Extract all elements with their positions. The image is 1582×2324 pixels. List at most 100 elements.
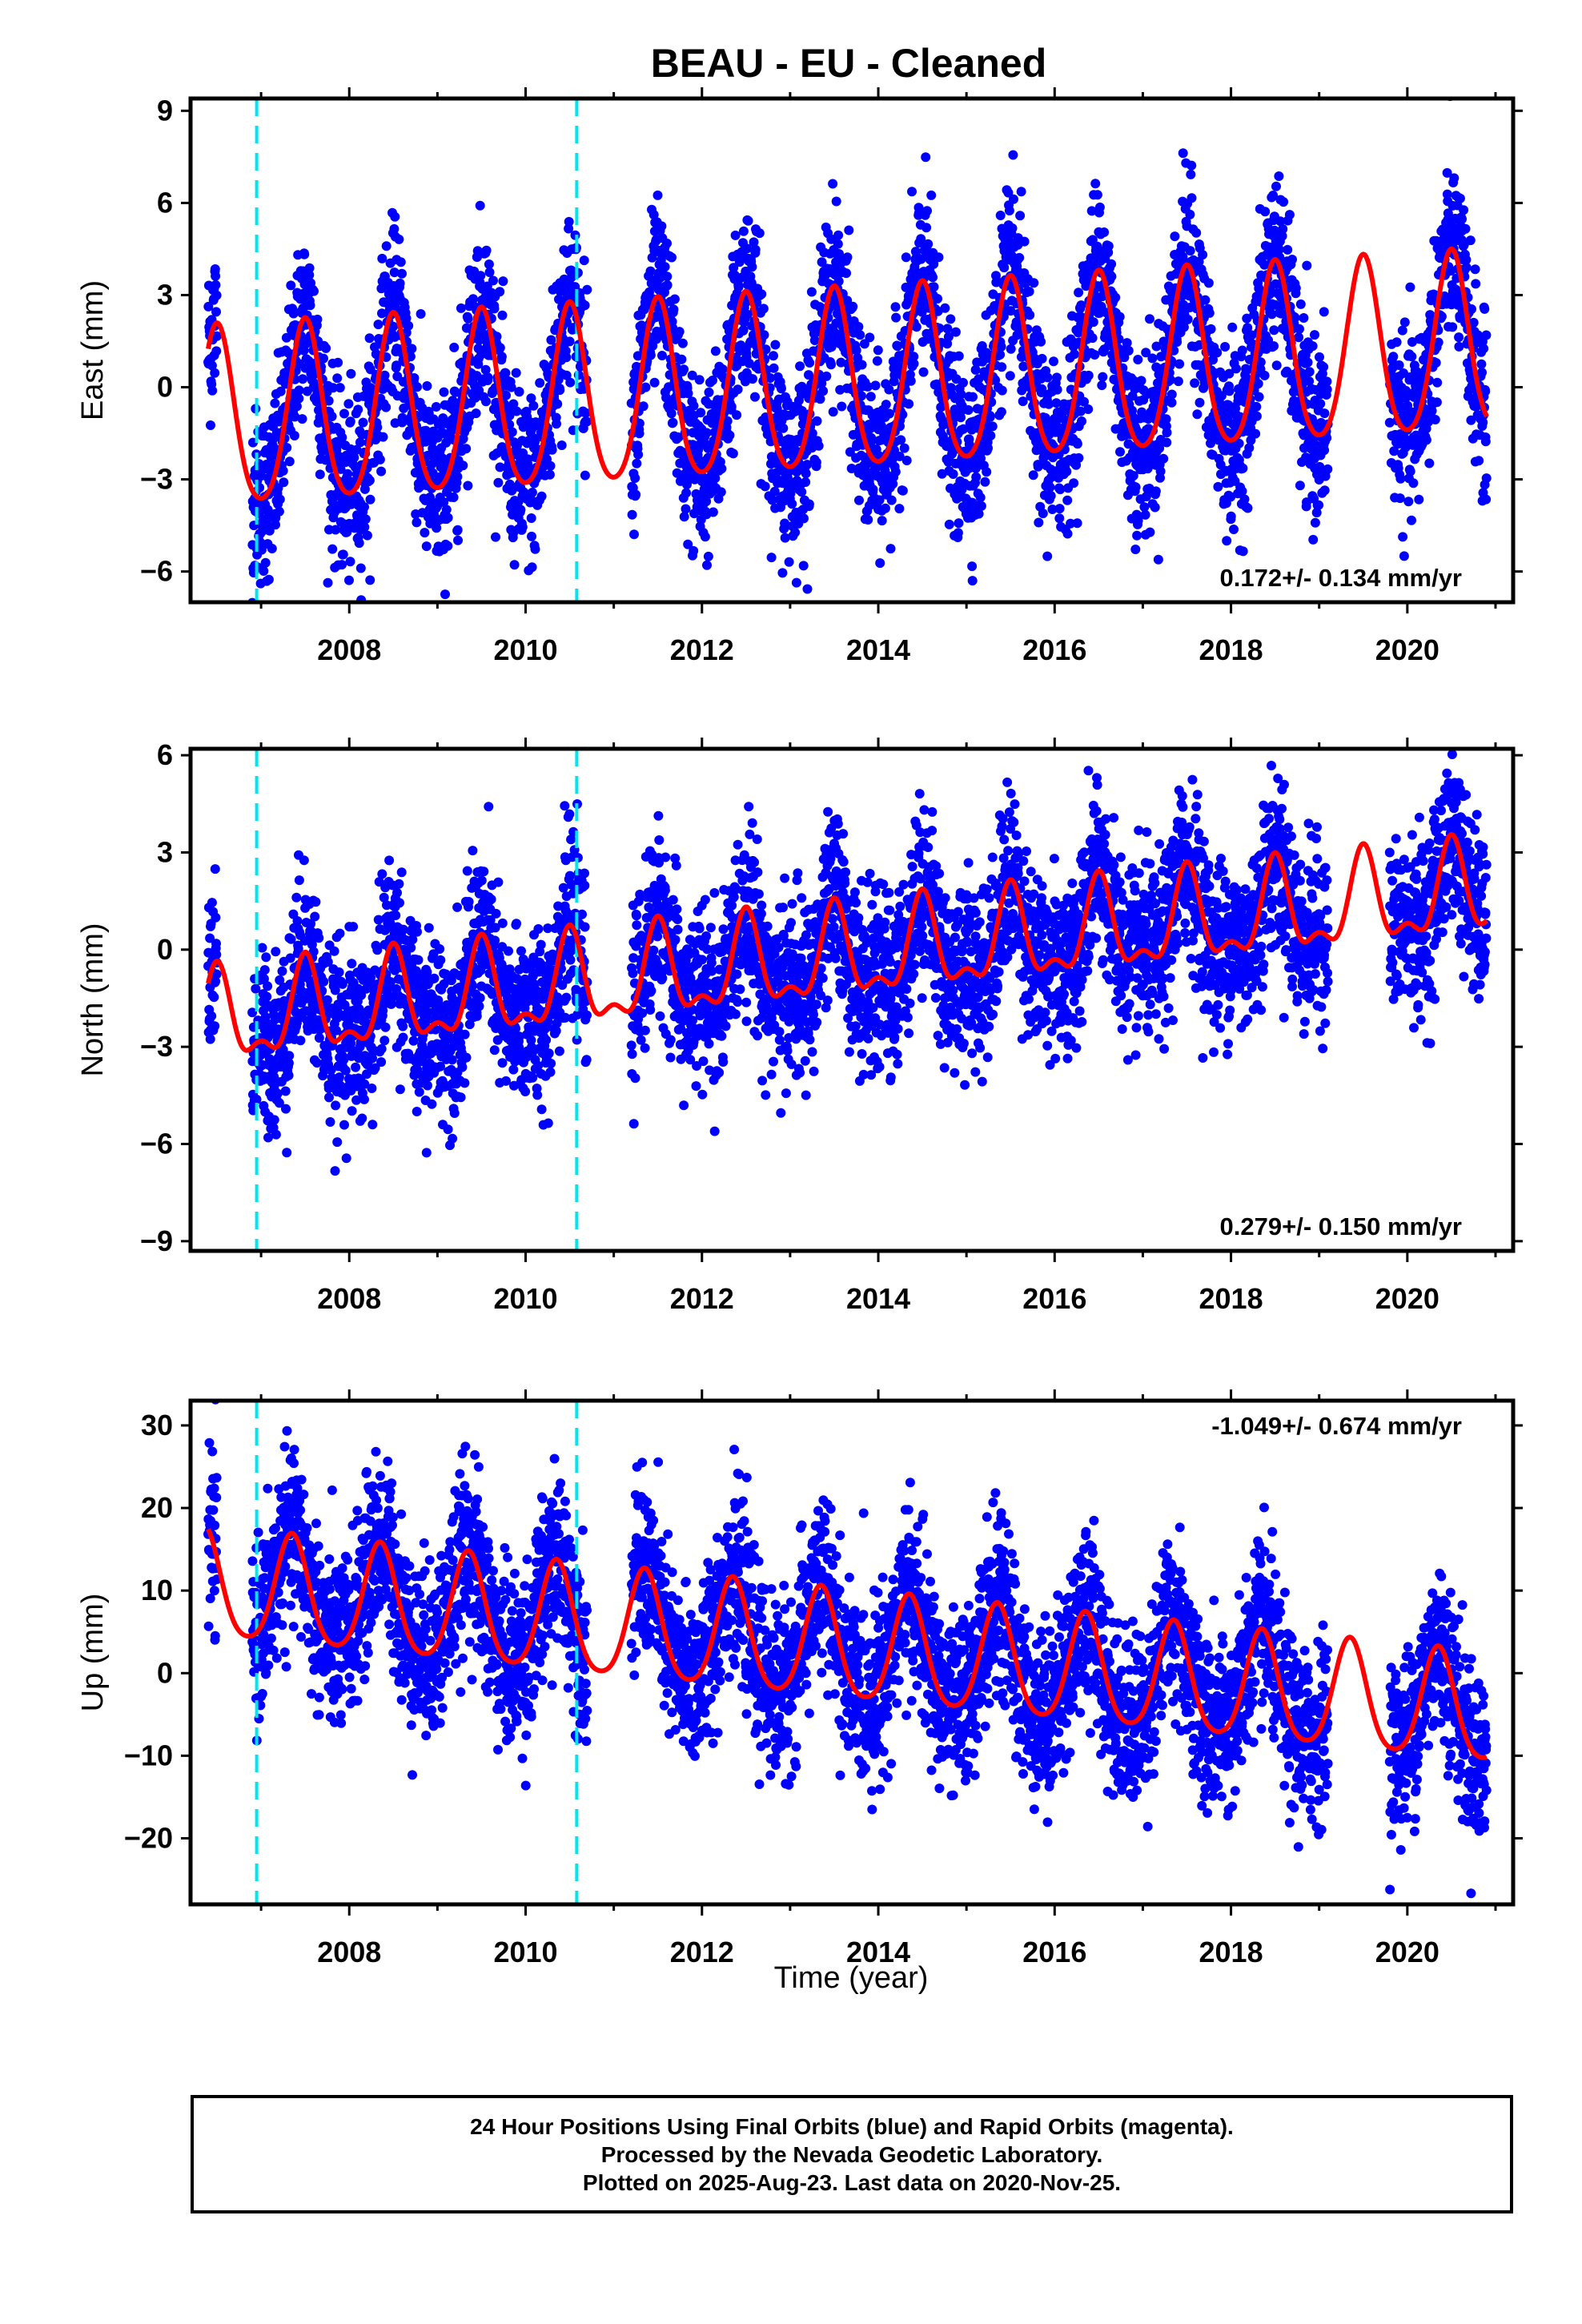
data-point — [1190, 378, 1200, 388]
data-point — [805, 358, 815, 368]
data-point — [498, 276, 508, 287]
data-point — [305, 300, 315, 311]
data-point — [911, 322, 921, 332]
data-point — [282, 443, 292, 452]
data-point — [831, 196, 841, 207]
data-point — [1295, 480, 1305, 491]
data-point — [1238, 546, 1248, 557]
data-point — [722, 416, 733, 426]
data-point — [1481, 330, 1492, 340]
data-point — [769, 351, 778, 361]
data-point — [1224, 368, 1235, 379]
data-point — [1141, 492, 1151, 502]
data-point — [475, 200, 485, 211]
data-point — [681, 504, 691, 514]
data-point — [343, 468, 353, 479]
data-point — [738, 226, 749, 236]
data-point — [561, 352, 572, 363]
data-point — [784, 557, 794, 567]
data-point — [761, 344, 771, 355]
data-point — [1403, 497, 1414, 507]
data-point — [247, 1007, 258, 1018]
data-point — [801, 468, 811, 479]
data-point — [405, 352, 416, 362]
data-point — [1311, 508, 1322, 518]
data-point — [842, 252, 853, 263]
data-point — [1178, 322, 1189, 332]
data-point — [1229, 525, 1239, 534]
data-point — [1038, 509, 1048, 519]
data-point — [284, 456, 295, 467]
data-point — [1481, 494, 1492, 505]
data-point — [1016, 187, 1026, 197]
data-point — [564, 336, 575, 347]
data-point — [811, 457, 821, 468]
data-point — [1237, 345, 1247, 356]
data-point — [291, 401, 302, 412]
data-point — [452, 472, 463, 482]
data-point — [345, 416, 355, 427]
data-point — [901, 456, 912, 465]
data-point — [372, 422, 383, 432]
data-point — [710, 346, 721, 356]
data-point — [355, 563, 366, 573]
data-point — [1234, 438, 1244, 448]
data-point — [677, 338, 688, 348]
data-point — [733, 282, 744, 292]
data-point — [390, 211, 400, 222]
data-point — [1009, 194, 1018, 204]
data-point — [1153, 554, 1163, 565]
data-point — [270, 398, 280, 408]
data-point — [1045, 482, 1055, 493]
data-point — [582, 416, 592, 427]
data-point — [552, 399, 563, 409]
data-point — [674, 327, 685, 337]
data-point — [332, 373, 343, 384]
data-point — [1018, 361, 1029, 372]
data-point — [844, 225, 854, 235]
data-point — [1055, 485, 1066, 495]
data-point — [1304, 376, 1315, 386]
data-point — [545, 460, 556, 471]
data-point — [1185, 246, 1195, 256]
data-point — [1287, 255, 1297, 264]
data-point — [290, 412, 300, 422]
data-point — [797, 487, 807, 497]
data-point — [1072, 439, 1082, 449]
data-point — [956, 412, 966, 423]
data-point — [1279, 197, 1289, 207]
data-point — [907, 187, 917, 197]
data-point — [750, 392, 760, 402]
data-point — [1029, 278, 1039, 288]
data-point — [689, 400, 699, 411]
data-point — [420, 528, 430, 538]
data-point — [1088, 317, 1098, 328]
data-point — [389, 223, 400, 234]
data-point — [527, 488, 537, 497]
data-point — [1192, 409, 1203, 420]
data-point — [288, 308, 299, 319]
data-point — [1162, 437, 1172, 448]
data-point — [264, 525, 275, 536]
data-point — [1166, 375, 1175, 385]
data-point — [1465, 235, 1476, 246]
data-point — [1166, 397, 1177, 408]
data-point — [388, 321, 399, 332]
data-point — [837, 401, 847, 412]
data-point — [668, 417, 678, 428]
data-point — [309, 378, 319, 388]
data-point — [527, 562, 537, 573]
data-point — [351, 444, 362, 455]
data-point — [1449, 173, 1460, 183]
data-point — [1182, 314, 1193, 324]
data-point — [321, 343, 331, 353]
data-point — [304, 263, 315, 273]
data-point — [1405, 466, 1415, 476]
data-point — [804, 499, 814, 509]
data-point — [1123, 345, 1134, 356]
data-point — [359, 484, 370, 494]
data-point — [704, 387, 714, 397]
data-point — [526, 393, 536, 404]
data-point — [1255, 357, 1266, 368]
data-point — [1145, 314, 1154, 324]
